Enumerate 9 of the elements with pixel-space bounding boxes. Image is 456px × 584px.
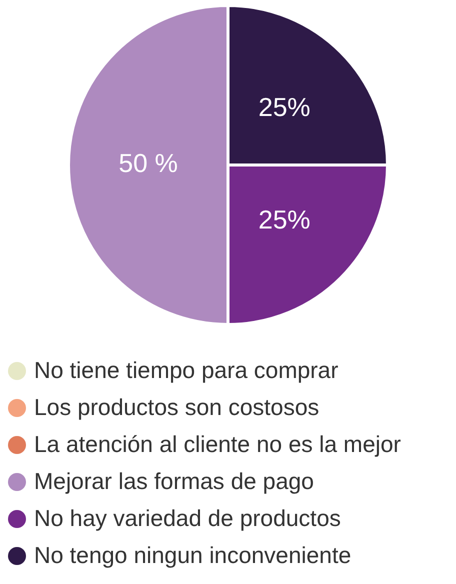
legend-label: Mejorar las formas de pago	[34, 468, 314, 495]
legend-label: No tiene tiempo para comprar	[34, 357, 338, 384]
legend-label: No tengo ningun inconveniente	[34, 542, 352, 569]
legend-label: La atención al cliente no es la mejor	[34, 431, 401, 458]
legend-label: Los productos son costosos	[34, 394, 320, 421]
data-label: 50 %	[118, 148, 178, 178]
data-label: 25%	[258, 204, 310, 235]
legend-label: No hay variedad de productos	[34, 505, 341, 532]
data-label: 25%	[258, 92, 310, 122]
